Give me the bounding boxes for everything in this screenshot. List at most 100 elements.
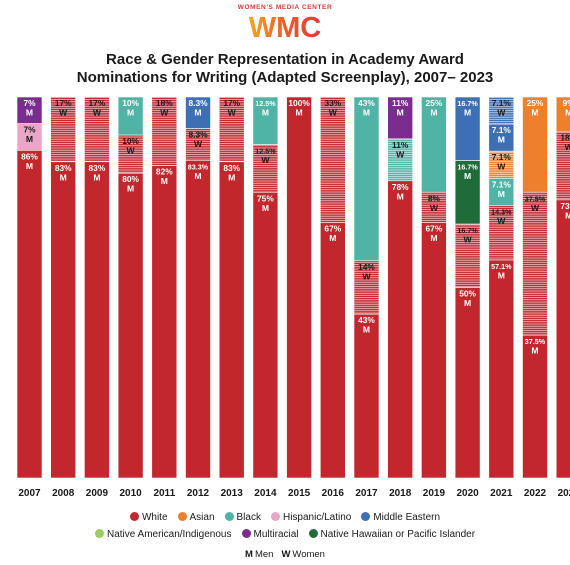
bar-segment-2007-hispanic-latino-men	[16, 123, 43, 151]
value-label-2010-2: 80%	[122, 174, 139, 184]
bar-segment-2008-white-men	[50, 161, 77, 479]
bar-segment-2010-black-men	[117, 96, 144, 136]
wmc-logo: WOMEN'S MEDIA CENTER WMC	[0, 4, 570, 54]
x-tick-2022: 2022	[524, 488, 547, 499]
bar-segment-2007-multiracial-men	[16, 96, 43, 124]
value-label-2010-1: 10%	[122, 136, 139, 146]
value-label-2019-0: 25%	[426, 98, 443, 108]
legend-gender-key: M Men W Women	[0, 549, 570, 560]
value-label-2011-1: 82%	[156, 167, 173, 177]
bar-segment-2020-native-hawaiian-or-pacific-islander-men	[454, 160, 481, 225]
gender-label-2017-1: W	[362, 271, 371, 281]
value-label-2022-0: 25%	[527, 98, 544, 108]
labels-layer: 7%M7%M86%M17%W83%M17%W83%M10%M10%W80%M18…	[21, 98, 570, 356]
bar-segment-2011-white-men	[151, 165, 178, 479]
legend-item-multiracial: Multiracial	[241, 529, 299, 540]
bar-segment-2007-white-men	[16, 150, 43, 479]
legend-item-black: Black	[224, 512, 261, 523]
x-axis: 2007 2008 2009 2010 2011 2012 2013 2014 2015 2016…	[18, 488, 570, 499]
value-label-2013-0: 17%	[223, 98, 240, 108]
legend-item-middle-eastern: Middle Eastern	[361, 512, 440, 523]
gender-label-2020-0: M	[464, 108, 471, 118]
legend-swatch-hispanic-latino	[270, 512, 280, 521]
gender-key-men: M Men	[245, 549, 273, 560]
x-tick-2009: 2009	[86, 488, 109, 499]
women-stripe-2009-0	[84, 97, 110, 162]
legend-label-black: Black	[236, 512, 261, 523]
x-tick-2017: 2017	[355, 488, 378, 499]
women-stripe-2020-2	[455, 224, 481, 288]
gender-label-2013-1: M	[228, 172, 235, 182]
value-label-2017-1: 14%	[358, 262, 375, 272]
bar-segment-2017-black-men	[353, 96, 380, 262]
gender-label-2011-1: M	[161, 176, 168, 186]
value-label-2007-1: 7%	[23, 125, 36, 135]
legend-swatch-middle-eastern	[361, 512, 371, 521]
legend-swatch-native-american-indigenous	[94, 529, 104, 538]
value-label-2009-0: 17%	[89, 98, 106, 108]
gender-label-2020-3: M	[464, 298, 471, 308]
legend-label-asian: Asian	[189, 512, 215, 523]
legend-swatch-asian	[177, 512, 187, 521]
gender-label-2012-0: M	[194, 108, 201, 118]
legend-label-hispanic-latino: Hispanic/Latino	[282, 512, 352, 523]
x-tick-2020: 2020	[456, 488, 479, 499]
value-label-2019-1: 8%	[428, 193, 441, 203]
value-label-2023-0: 9%	[563, 98, 570, 108]
bar-segment-2010-white-men	[117, 172, 144, 479]
gender-label-2017-2: M	[363, 325, 370, 335]
legend-label-multiracial: Multiracial	[253, 529, 299, 540]
gender-key-label: Women	[292, 549, 325, 560]
x-tick-2008: 2008	[52, 488, 75, 499]
women-stripe-2022-1	[522, 192, 548, 336]
logo-letters: WMC	[249, 12, 322, 40]
value-label-2021-3: 7.1%	[492, 179, 512, 189]
value-label-2014-2: 75%	[257, 193, 274, 203]
value-label-2018-1: 11%	[392, 140, 409, 150]
gender-label-2016-1: M	[329, 233, 336, 243]
value-label-2022-1: 37.5%	[525, 194, 546, 203]
gender-label-2021-1: M	[498, 135, 505, 145]
women-stripe-2017-1	[354, 260, 379, 315]
legend-label-native-hawaiian-or-pacific-islander: Native Hawaiian or Pacific Islander	[320, 529, 476, 540]
gender-label-2022-2: M	[531, 346, 538, 356]
bar-segment-2020-white-men	[454, 287, 481, 479]
legend-row-2: Native American/Indigenous Multiracial Nat…	[0, 529, 570, 540]
gender-label-2020-1: M	[464, 171, 471, 181]
bar-segment-2022-white-men	[522, 334, 548, 479]
value-label-2008-0: 17%	[55, 98, 72, 108]
x-tick-2013: 2013	[221, 488, 244, 499]
chart-title-line-1: Race & Gender Representation in Academy …	[106, 51, 464, 68]
value-label-2017-0: 43%	[358, 98, 375, 108]
women-stripe-2021-4	[488, 205, 514, 261]
value-label-2021-0: 7.1%	[492, 98, 512, 108]
gender-label-2011-0: W	[160, 108, 169, 118]
women-stripe-2023-1	[556, 131, 570, 200]
stacked-bar-chart: 7%M7%M86%M17%W83%M17%W83%M10%M10%W80%M18…	[16, 96, 570, 499]
gender-label-2007-1: M	[26, 134, 33, 144]
bar-segment-2017-white-men	[353, 313, 380, 479]
value-label-2008-1: 83%	[55, 163, 72, 173]
bar-segment-2023-white-men	[555, 199, 570, 479]
gender-label-2023-2: M	[565, 210, 570, 220]
gender-label-2012-2: M	[194, 171, 201, 181]
women-stripe-2011-0	[151, 97, 177, 166]
gender-label-2007-2: M	[26, 161, 33, 171]
gender-label-2022-1: W	[531, 203, 540, 213]
legend-label-white: White	[141, 512, 168, 523]
bar-segment-2014-black-men	[252, 96, 279, 145]
gender-label-2020-2: W	[464, 235, 473, 245]
gender-label-2007-0: M	[26, 108, 33, 118]
value-label-2015-0: 100%	[288, 98, 310, 108]
x-tick-2007: 2007	[18, 488, 41, 499]
bar-segment-2020-middle-eastern-men	[454, 96, 481, 161]
bar-segment-2016-white-men	[319, 222, 346, 479]
gender-label-2018-0: M	[397, 108, 404, 118]
gender-label-2013-0: W	[228, 108, 237, 118]
value-label-2021-5: 57.1%	[491, 262, 512, 271]
gender-label-2008-0: W	[59, 108, 68, 118]
value-label-2018-0: 11%	[392, 98, 409, 108]
bar-segment-2021-white-men	[488, 259, 515, 479]
legend-item-native-american-indigenous: Native American/Indigenous	[94, 529, 232, 540]
